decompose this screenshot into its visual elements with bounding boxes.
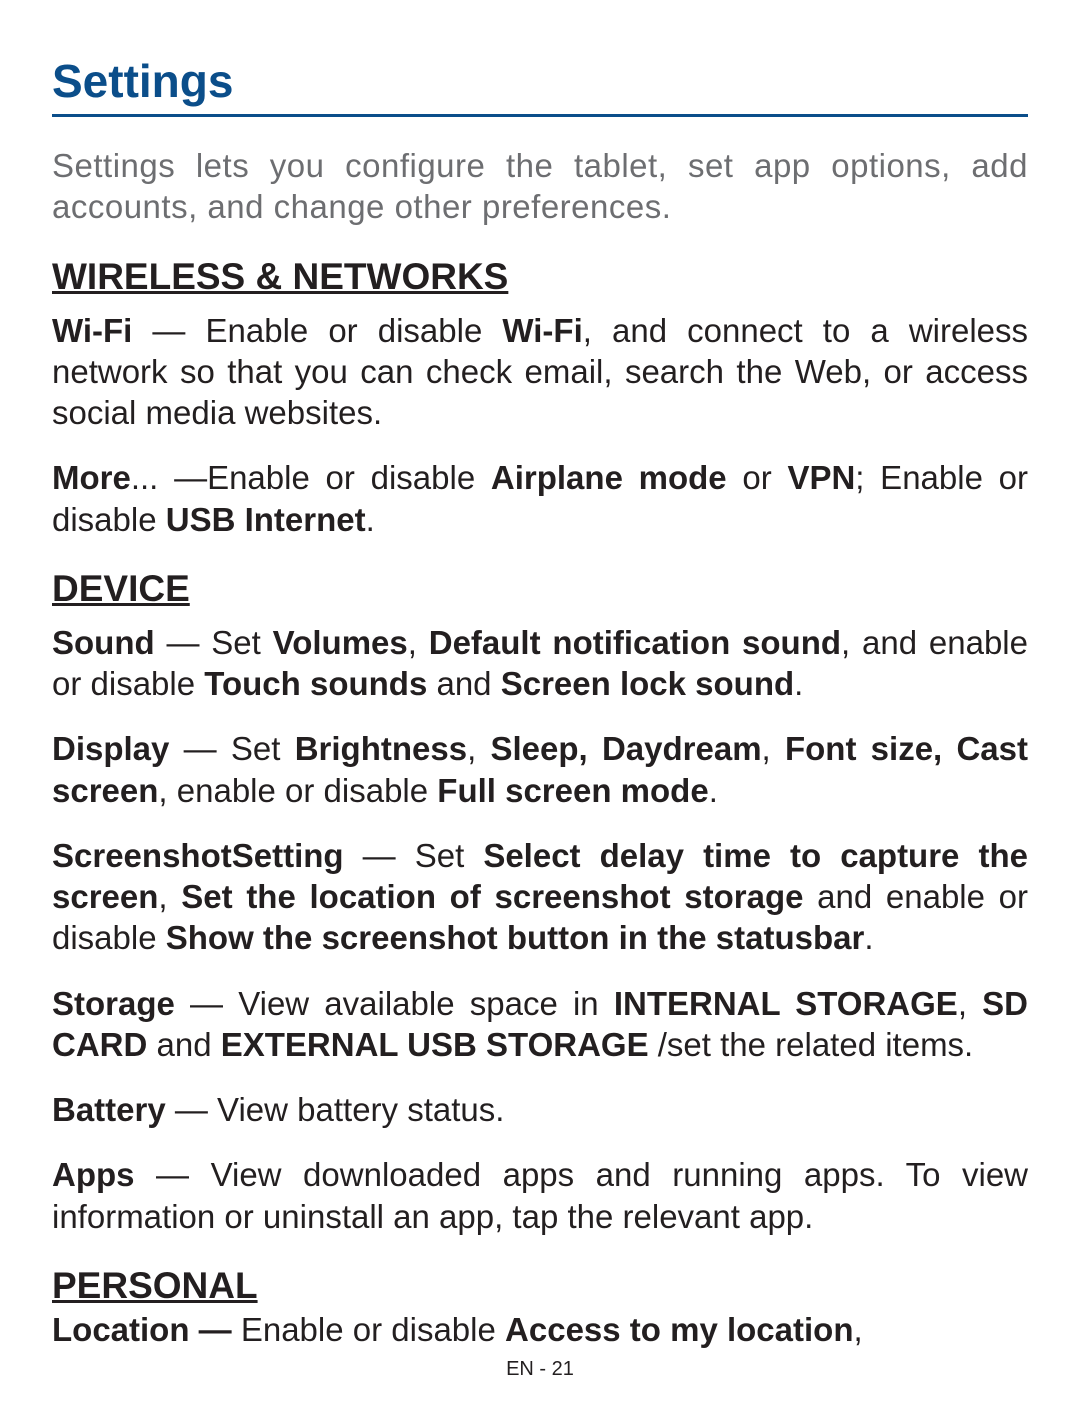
- display-label: Display: [52, 730, 169, 767]
- text: — Set: [344, 837, 484, 874]
- apps-label: Apps: [52, 1156, 135, 1193]
- vpn-bold: VPN: [787, 459, 855, 496]
- battery-label: Battery: [52, 1091, 166, 1128]
- more-label: More: [52, 459, 131, 496]
- show-button-bold: Show the screenshot button in the status…: [166, 919, 865, 956]
- text: ,: [762, 730, 785, 767]
- touch-sounds-bold: Touch sounds: [204, 665, 427, 702]
- text: , enable or disable: [158, 772, 437, 809]
- text: and: [147, 1026, 220, 1063]
- wifi-paragraph: Wi-Fi — Enable or disable Wi-Fi, and con…: [52, 310, 1028, 434]
- section-device-heading: DEVICE: [52, 568, 1028, 610]
- storage-paragraph: Storage — View available space in INTERN…: [52, 983, 1028, 1066]
- text: — Set: [169, 730, 294, 767]
- sound-paragraph: Sound — Set Volumes, Default notificatio…: [52, 622, 1028, 705]
- fullscreen-bold: Full screen mode: [437, 772, 708, 809]
- storage-label: Storage: [52, 985, 175, 1022]
- volumes-bold: Volumes: [273, 624, 408, 661]
- section-personal-heading: PERSONAL: [52, 1265, 1028, 1307]
- text: and: [427, 665, 500, 702]
- airplane-bold: Airplane mode: [491, 459, 727, 496]
- intro-text: Settings lets you configure the tablet, …: [52, 145, 1028, 228]
- text: /set the related items.: [649, 1026, 974, 1063]
- more-paragraph: More... —Enable or disable Airplane mode…: [52, 457, 1028, 540]
- default-notif-bold: Default notification sound: [429, 624, 841, 661]
- battery-paragraph: Battery — View battery status.: [52, 1089, 1028, 1130]
- text: .: [794, 665, 803, 702]
- internal-bold: INTERNAL STORAGE: [614, 985, 958, 1022]
- sound-label: Sound: [52, 624, 155, 661]
- brightness-bold: Brightness: [295, 730, 467, 767]
- wifi-label: Wi-Fi: [52, 312, 132, 349]
- sleep-daydream-bold: Sleep, Daydream: [490, 730, 761, 767]
- location-paragraph: Location — Enable or disable Access to m…: [52, 1309, 1028, 1350]
- access-location-bold: Access to my location: [505, 1311, 853, 1348]
- page-title: Settings: [52, 54, 1028, 117]
- text: ... —Enable or disable: [131, 459, 491, 496]
- text: Enable or disable: [232, 1311, 505, 1348]
- screenshot-label: ScreenshotSetting: [52, 837, 344, 874]
- location-storage-bold: Set the location of screenshot storage: [181, 878, 803, 915]
- text: ,: [467, 730, 490, 767]
- text: — Enable or disable: [132, 312, 502, 349]
- text: .: [709, 772, 718, 809]
- text: — View available space in: [175, 985, 614, 1022]
- external-usb-bold: EXTERNAL USB STORAGE: [221, 1026, 649, 1063]
- display-paragraph: Display — Set Brightness, Sleep, Daydrea…: [52, 728, 1028, 811]
- screenshot-paragraph: ScreenshotSetting — Set Select delay tim…: [52, 835, 1028, 959]
- text: ,: [158, 878, 181, 915]
- wifi-bold: Wi-Fi: [502, 312, 582, 349]
- text: ,: [958, 985, 982, 1022]
- location-label: Location —: [52, 1311, 232, 1348]
- text: ,: [853, 1311, 862, 1348]
- text: ,: [408, 624, 429, 661]
- apps-paragraph: Apps — View downloaded apps and running …: [52, 1154, 1028, 1237]
- text: .: [864, 919, 873, 956]
- text: .: [366, 501, 375, 538]
- text: — Set: [155, 624, 273, 661]
- text: or: [727, 459, 788, 496]
- text: — View downloaded apps and running apps.…: [52, 1156, 1028, 1234]
- usb-bold: USB Internet: [166, 501, 366, 538]
- screen-lock-bold: Screen lock sound: [501, 665, 794, 702]
- section-wireless-heading: WIRELESS & NETWORKS: [52, 256, 1028, 298]
- text: — View battery status.: [166, 1091, 505, 1128]
- page-footer: EN - 21: [52, 1358, 1028, 1381]
